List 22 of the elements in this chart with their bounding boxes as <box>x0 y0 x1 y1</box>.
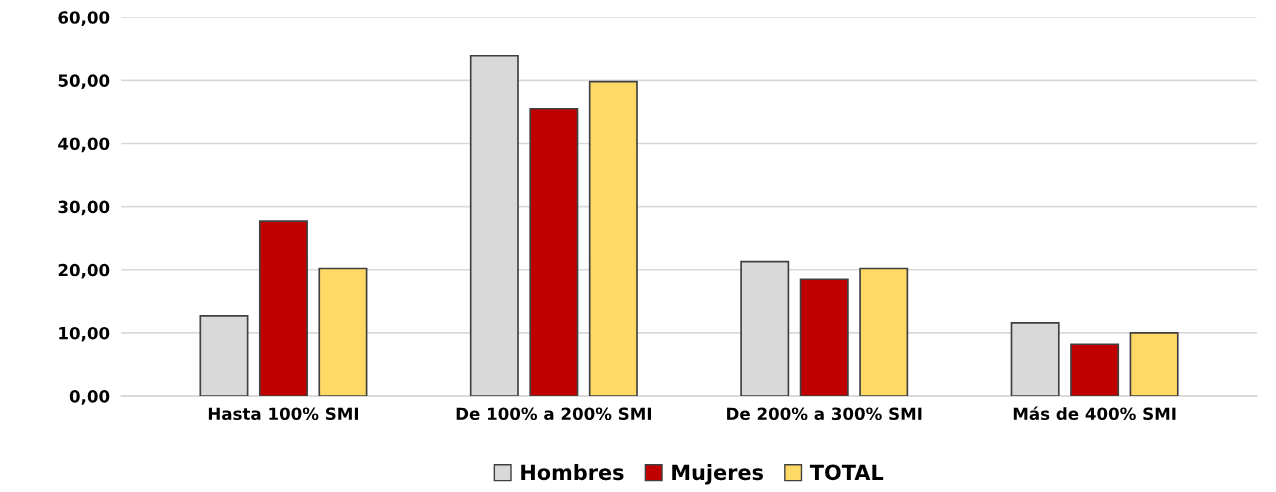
y-tick-label: 0,00 <box>69 390 110 405</box>
bar <box>588 80 638 397</box>
bar <box>1129 332 1179 397</box>
legend-label: Mujeres <box>672 464 763 485</box>
bar <box>318 267 368 397</box>
x-tick-label: De 200% a 300% SMI <box>727 407 922 421</box>
y-tick-label: 10,00 <box>59 326 110 342</box>
y-tick-label: 40,00 <box>58 137 110 153</box>
x-tick-label: Más de 400% SMI <box>1013 406 1176 421</box>
bar <box>258 220 308 397</box>
legend-label: TOTAL <box>809 464 884 481</box>
x-tick-label: Hasta 100% SMI <box>208 407 359 421</box>
y-tick-label: 30,00 <box>58 200 110 216</box>
bar <box>1070 343 1120 397</box>
y-tick-label: 20,00 <box>58 263 110 279</box>
y-tick-label: 50,00 <box>58 74 110 90</box>
bar <box>529 107 579 397</box>
bar <box>859 267 909 397</box>
y-tick-label: 60,00 <box>58 11 110 26</box>
bar <box>799 278 849 397</box>
x-tick-label: De 100% a 200% SMI <box>456 407 651 421</box>
legend-label: Hombres <box>521 464 624 481</box>
